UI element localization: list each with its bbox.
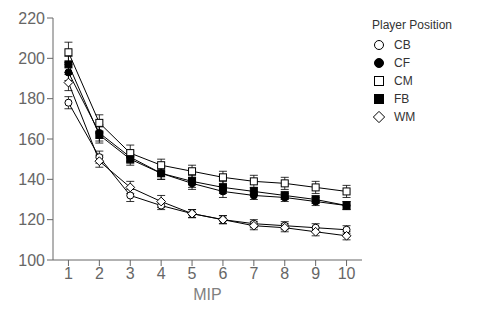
svg-text:2: 2 — [95, 265, 104, 282]
html-text:CB: CB — [394, 38, 411, 52]
html-text:CM: CM — [394, 74, 413, 88]
svg-text:180: 180 — [18, 90, 45, 107]
svg-text:8: 8 — [280, 265, 289, 282]
svg-text:4: 4 — [157, 265, 166, 282]
svg-text:220: 220 — [18, 10, 45, 27]
svg-text:140: 140 — [18, 171, 45, 188]
svg-text:1: 1 — [64, 265, 73, 282]
svg-text:MIP: MIP — [193, 286, 221, 303]
svg-text:7: 7 — [249, 265, 258, 282]
svg-text:3: 3 — [126, 265, 135, 282]
svg-text:160: 160 — [18, 131, 45, 148]
html-text:Player Position: Player Position — [372, 18, 452, 32]
svg-text:9: 9 — [311, 265, 320, 282]
svg-text:100: 100 — [18, 252, 45, 269]
svg-text:120: 120 — [18, 211, 45, 228]
svg-text:6: 6 — [218, 265, 227, 282]
html-text:FB: FB — [394, 92, 410, 106]
html-text:CF: CF — [394, 56, 410, 70]
svg-text:10: 10 — [338, 265, 356, 282]
svg-text:200: 200 — [18, 50, 45, 67]
html-text:WM: WM — [394, 110, 416, 124]
svg-text:5: 5 — [188, 265, 197, 282]
